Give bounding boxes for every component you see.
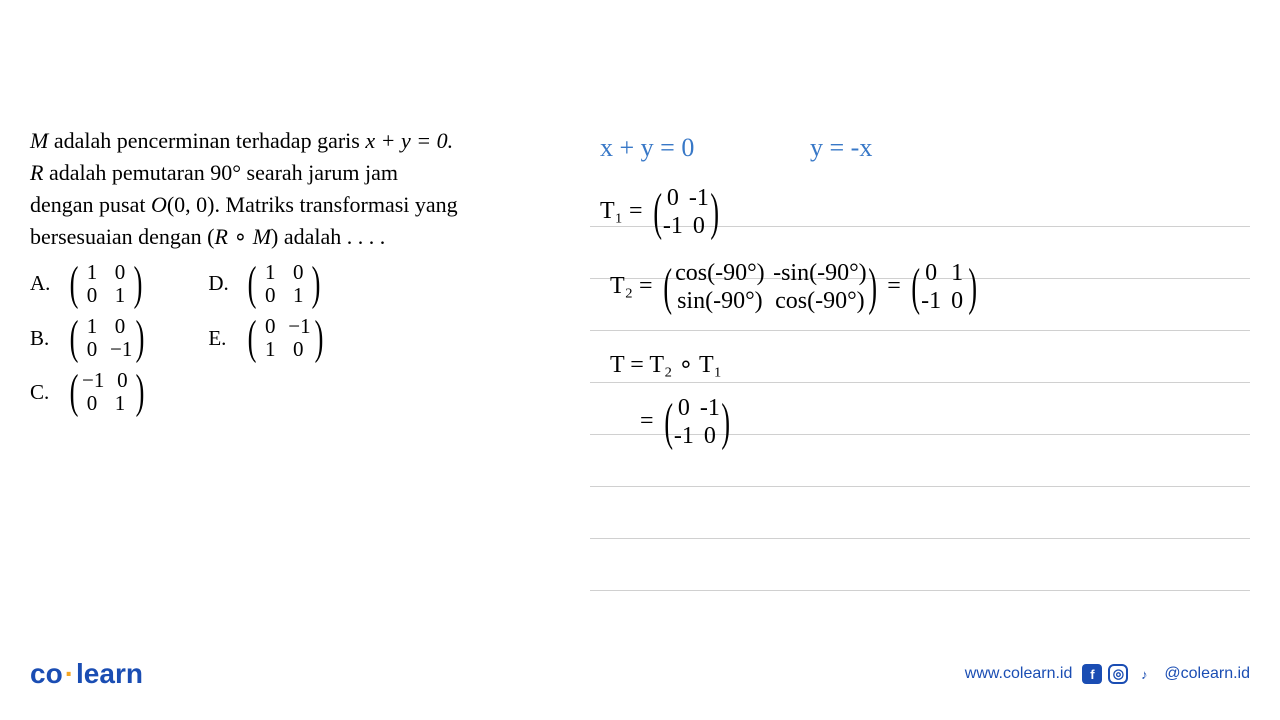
work-area: x + y = 0 y = -x T₁ = ( 0-1 -10 ) T₂ = (… [590, 125, 1250, 415]
option-c: C. ( −10 01 ) [30, 369, 148, 415]
hand-t1-label: T₁ = [600, 198, 643, 224]
option-d: D. ( 10 01 ) [208, 261, 326, 307]
option-e-label: E. [208, 323, 230, 353]
hand-t-label: T = T₂ ∘ T₁ [610, 350, 722, 379]
q-l1-eq: x + y = 0. [365, 128, 453, 153]
hand-eq-2: y = -x [810, 133, 872, 163]
tiktok-icon: ♪ [1134, 664, 1154, 684]
hand-t2-eq: = [887, 273, 901, 299]
logo-dot-icon: · [63, 658, 76, 689]
q-l2: adalah pemutaran 90° searah jarum jam [43, 160, 398, 185]
q-l4-r: R [214, 224, 227, 249]
option-d-label: D. [208, 268, 230, 298]
hand-t2-label: T₂ = [610, 273, 653, 299]
option-a-label: A. [30, 268, 52, 298]
q-l1-mid: adalah pencerminan terhadap garis [48, 128, 365, 153]
footer: co·learn www.colearn.id f ◎ ♪ @colearn.i… [30, 658, 1250, 690]
brand-logo: co·learn [30, 658, 143, 690]
hand-t2: T₂ = ( cos(-90°)-sin(-90°) sin(-90°)cos(… [610, 260, 981, 315]
instagram-icon: ◎ [1108, 664, 1128, 684]
q-l3-mid: (0, 0). Matriks transformasi yang [167, 192, 458, 217]
q-l4-pre: bersesuaian dengan ( [30, 224, 214, 249]
question-text: M adalah pencerminan terhadap garis x + … [30, 125, 590, 253]
hand-eq-1: x + y = 0 [600, 133, 694, 163]
var-o: O [151, 192, 167, 217]
hand-t-eq: = [640, 408, 654, 434]
footer-handle: @colearn.id [1164, 665, 1250, 683]
q-l3-pre: dengan pusat [30, 192, 151, 217]
q-l4-circ: ∘ [228, 224, 253, 249]
hand-t-result: = ( 0-1 -10 ) [640, 395, 734, 450]
logo-co: co [30, 658, 63, 689]
logo-learn: learn [76, 658, 143, 689]
hand-t1: T₁ = ( 0-1 -10 ) [600, 185, 723, 240]
option-a: A. ( 10 01 ) [30, 261, 148, 307]
var-m: M [30, 128, 48, 153]
q-l4-post: ) adalah . . . . [271, 224, 385, 249]
footer-url: www.colearn.id [965, 665, 1073, 683]
option-b-label: B. [30, 323, 52, 353]
facebook-icon: f [1082, 664, 1102, 684]
var-r: R [30, 160, 43, 185]
question-block: M adalah pencerminan terhadap garis x + … [30, 125, 590, 415]
option-b: B. ( 10 0−1 ) [30, 315, 148, 361]
q-l4-m: M [253, 224, 271, 249]
social-icons: f ◎ ♪ [1082, 664, 1154, 684]
option-e: E. ( 0−1 10 ) [208, 315, 326, 361]
options-grid: A. ( 10 01 ) B. ( 10 [30, 261, 590, 416]
option-c-label: C. [30, 377, 52, 407]
footer-right: www.colearn.id f ◎ ♪ @colearn.id [965, 664, 1250, 684]
